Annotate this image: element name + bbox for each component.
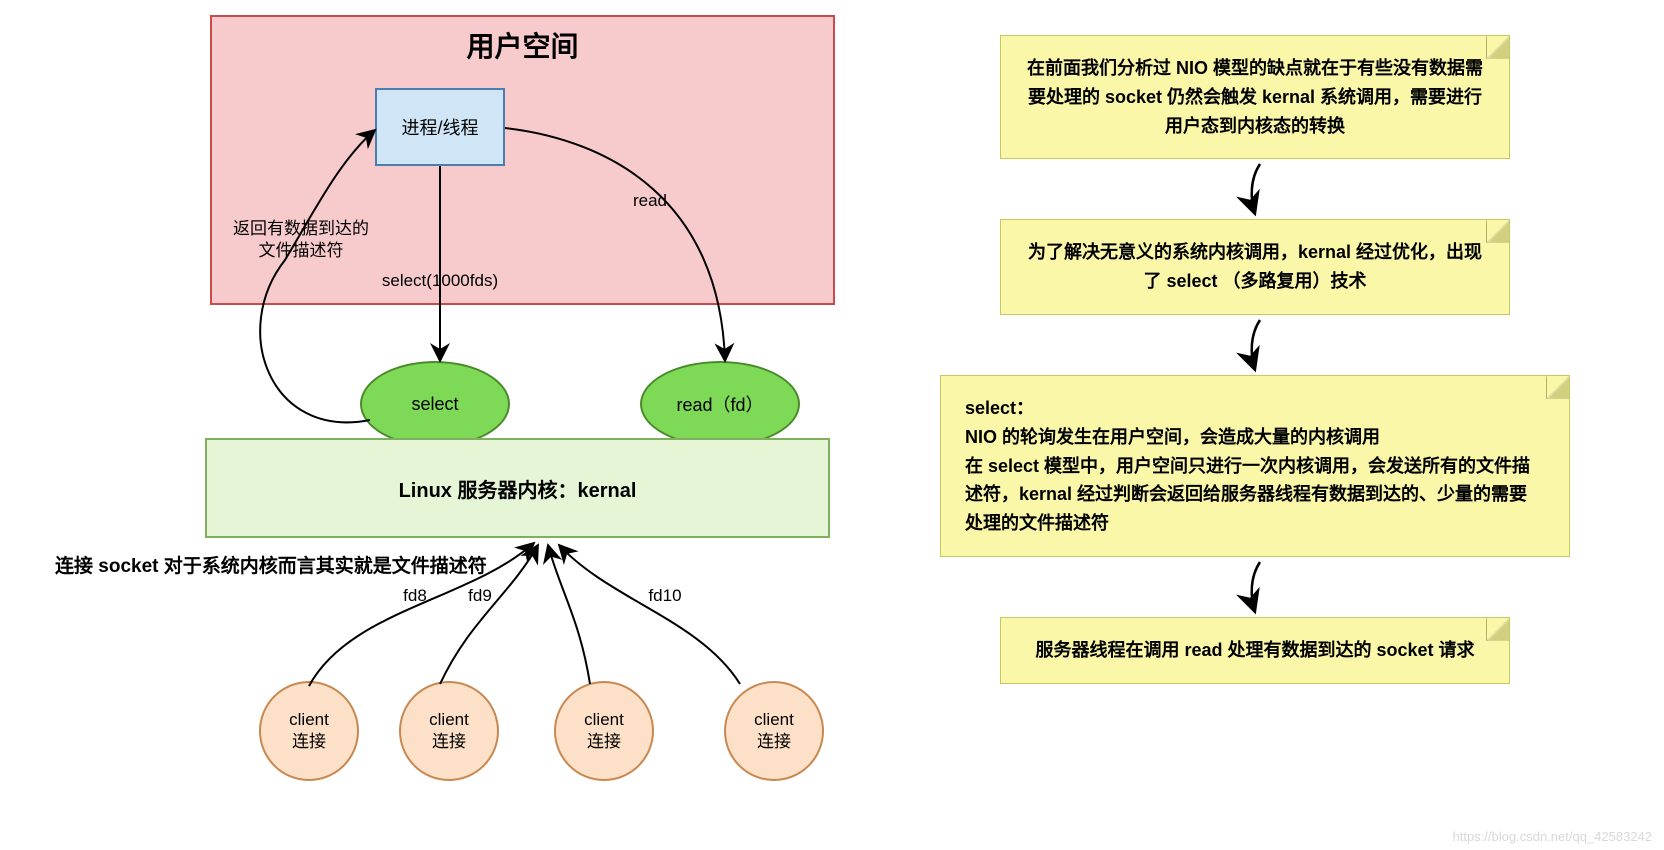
read-ellipse-label: read（fd） (676, 391, 763, 417)
diagram-area: 用户空间 进程/线程 select read（fd） Linux 服务器内核：k… (0, 0, 860, 850)
process-label: 进程/线程 (401, 114, 478, 140)
note-connector-arrow (1230, 159, 1280, 219)
client-l1: client (754, 709, 794, 731)
fd8-label: fd8 (395, 585, 435, 607)
note-connector-arrow (1230, 557, 1280, 617)
fd10-label: fd10 (640, 585, 690, 607)
note-connector-arrow (1230, 315, 1280, 375)
notes-column: 在前面我们分析过 NIO 模型的缺点就在于有些没有数据需要处理的 socket … (875, 35, 1635, 684)
client-circle: client 连接 (724, 681, 824, 781)
select-call-label: select(1000fds) (360, 270, 520, 292)
client-l2: 连接 (432, 731, 466, 753)
select-ellipse: select (360, 361, 510, 447)
process-thread-box: 进程/线程 (375, 88, 505, 166)
client-circle: client 连接 (259, 681, 359, 781)
sticky-note: select：NIO 的轮询发生在用户空间，会造成大量的内核调用在 select… (940, 375, 1570, 557)
sticky-note: 在前面我们分析过 NIO 模型的缺点就在于有些没有数据需要处理的 socket … (1000, 35, 1510, 159)
kernel-box: Linux 服务器内核：kernal (205, 438, 830, 538)
client-l1: client (289, 709, 329, 731)
client-circle: client 连接 (399, 681, 499, 781)
watermark: https://blog.csdn.net/qq_42583242 (1453, 829, 1653, 844)
client-l1: client (429, 709, 469, 731)
read-label: read (620, 190, 680, 212)
fd9-label: fd9 (460, 585, 500, 607)
sticky-note: 服务器线程在调用 read 处理有数据到达的 socket 请求 (1000, 617, 1510, 684)
read-ellipse: read（fd） (640, 361, 800, 447)
socket-note-label: 连接 socket 对于系统内核而言其实就是文件描述符 (55, 555, 555, 580)
client-circle: client 连接 (554, 681, 654, 781)
kernel-label: Linux 服务器内核：kernal (399, 474, 637, 503)
return-fd-label: 返回有数据到达的文件描述符 (216, 218, 386, 262)
client-l2: 连接 (292, 731, 326, 753)
client-l2: 连接 (757, 731, 791, 753)
client-l1: client (584, 709, 624, 731)
sticky-note: 为了解决无意义的系统内核调用，kernal 经过优化，出现了 select （多… (1000, 219, 1510, 315)
select-ellipse-label: select (411, 394, 458, 415)
client-l2: 连接 (587, 731, 621, 753)
user-space-title: 用户空间 (210, 25, 835, 65)
